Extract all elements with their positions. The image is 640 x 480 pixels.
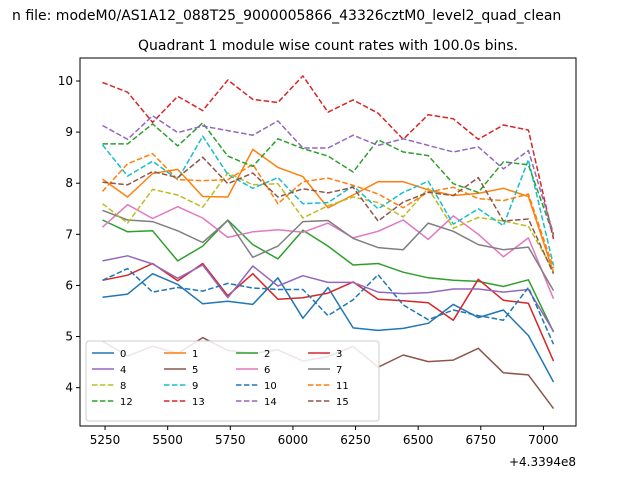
legend-label: 5 [192, 365, 198, 376]
series-line-1 [102, 148, 555, 273]
series-line-15 [102, 156, 555, 275]
legend-label: 2 [264, 349, 270, 360]
legend-entry-8: 8 [92, 381, 126, 392]
legend-box [85, 340, 380, 422]
series-line-9 [101, 135, 555, 266]
series-line-4 [102, 255, 555, 332]
legend-entry-4: 4 [92, 365, 126, 376]
series-line-11 [101, 152, 555, 269]
series-line-6 [101, 203, 555, 299]
legend-entry-10: 10 [236, 381, 277, 392]
series-line-0 [102, 272, 555, 383]
legend-label: 3 [336, 349, 342, 360]
x-tick-label: 6750 [466, 433, 497, 447]
legend-label: 15 [336, 397, 349, 408]
legend-label: 9 [192, 381, 198, 392]
x-tick-label: 6500 [403, 433, 434, 447]
legend-entry-12: 12 [92, 397, 133, 408]
legend-entry-14: 14 [236, 397, 277, 408]
series-line-10 [102, 267, 555, 345]
series-line-7 [102, 209, 555, 291]
series-line-3 [102, 262, 555, 362]
x-tick-label: 5750 [215, 433, 246, 447]
series-line-2 [102, 219, 555, 333]
series-line-13 [102, 75, 555, 240]
legend-label: 11 [336, 381, 349, 392]
y-tick-label: 8 [65, 176, 73, 190]
x-axis-offset-label: +4.3394e8 [509, 455, 576, 469]
legend-label: 14 [264, 397, 277, 408]
legend-entry-2: 2 [236, 349, 270, 360]
y-tick-label: 5 [65, 330, 73, 344]
legend-entry-0: 0 [92, 349, 126, 360]
legend-label: 6 [264, 365, 270, 376]
x-tick-label: 6000 [278, 433, 309, 447]
figure-suptitle: n file: modeM0/AS1A12_088T25_9000005866_… [12, 8, 561, 24]
chart-title: Quadrant 1 module wise count rates with … [138, 38, 518, 54]
y-tick-label: 4 [65, 381, 73, 395]
y-tick-label: 9 [65, 125, 73, 139]
legend-label: 8 [120, 381, 126, 392]
legend-entry-9: 9 [164, 381, 198, 392]
series-line-12 [102, 122, 555, 236]
legend-entry-15: 15 [308, 397, 349, 408]
series-line-8 [102, 172, 555, 271]
legend-label: 10 [264, 381, 277, 392]
x-axis-ticks: 5250 5500 5750 6000 6250 6500 6750 7000 [90, 426, 559, 447]
legend-entry-6: 6 [236, 365, 270, 376]
legend-entry-11: 11 [308, 381, 349, 392]
x-tick-label: 5250 [90, 433, 121, 447]
x-tick-label: 6250 [340, 433, 371, 447]
legend-label: 0 [120, 349, 126, 360]
legend-entry-3: 3 [308, 349, 342, 360]
legend-entry-7: 7 [308, 365, 342, 376]
series-line-14 [102, 115, 555, 235]
legend-entry-13: 13 [164, 397, 205, 408]
legend-label: 4 [120, 365, 126, 376]
y-axis-ticks: 4 5 6 7 8 9 10 [58, 74, 80, 395]
y-tick-label: 6 [65, 278, 73, 292]
y-tick-label: 10 [58, 74, 73, 88]
legend-label: 13 [192, 397, 205, 408]
legend-entry-1: 1 [164, 349, 198, 360]
x-tick-label: 5500 [152, 433, 183, 447]
legend-label: 1 [192, 349, 198, 360]
axes-frame [79, 57, 577, 427]
y-tick-label: 7 [65, 227, 73, 241]
x-tick-label: 7000 [528, 433, 559, 447]
legend-entry-5: 5 [164, 365, 198, 376]
legend-label: 12 [120, 397, 133, 408]
legend-label: 7 [336, 365, 342, 376]
